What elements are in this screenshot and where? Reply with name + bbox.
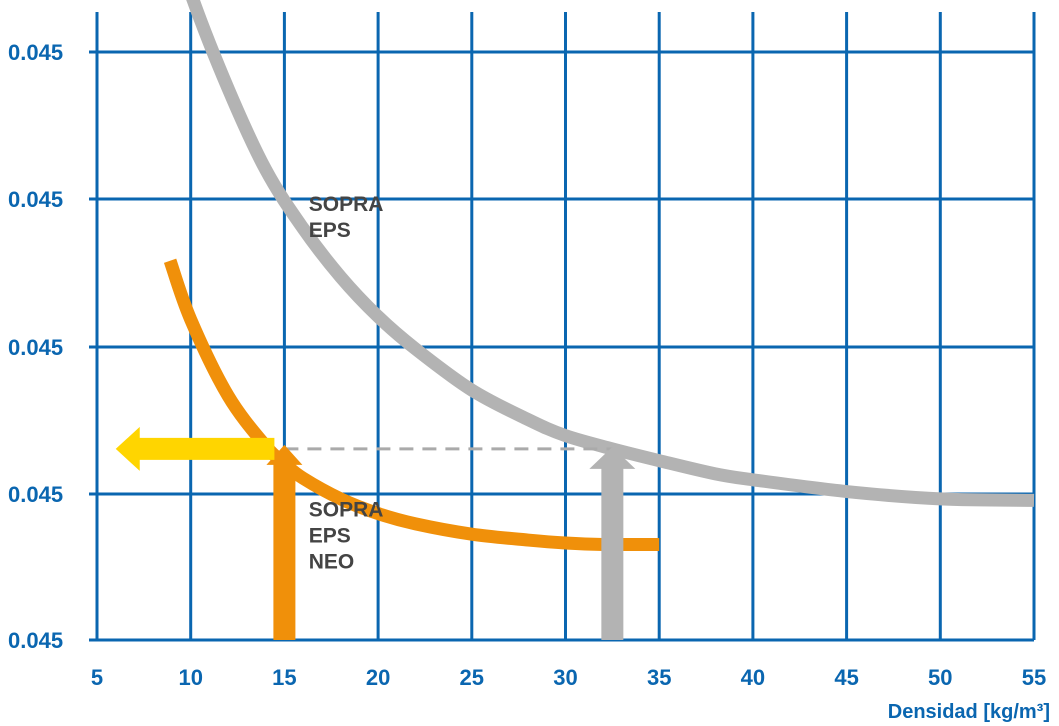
x-tick-label: 5 xyxy=(91,665,103,690)
x-tick-label: 30 xyxy=(553,665,577,690)
x-tick-label: 20 xyxy=(366,665,390,690)
y-tick-label: 0.045 xyxy=(8,335,63,360)
x-tick-label: 35 xyxy=(647,665,671,690)
series-label-line: EPS xyxy=(309,219,351,242)
y-tick-label: 0.045 xyxy=(8,628,63,653)
series-line-sopra-eps xyxy=(186,0,1035,507)
series-label-line: SOPRA xyxy=(309,499,384,522)
series-label-sopra-eps-neo: SOPRA EPS NEO xyxy=(309,499,384,574)
x-tick-label: 25 xyxy=(460,665,484,690)
series-label-sopra-eps: SOPRA EPS xyxy=(309,193,384,242)
y-axis-ticks: 0.045 0.045 0.045 0.045 0.045 xyxy=(8,40,63,653)
series-label-line: EPS xyxy=(309,525,351,548)
x-tick-label: 10 xyxy=(178,665,202,690)
y-tick-label: 0.045 xyxy=(8,40,63,65)
x-tick-label: 55 xyxy=(1022,665,1046,690)
y-tick-label: 0.045 xyxy=(8,482,63,507)
x-axis-ticks: 5 10 15 20 25 30 35 40 45 50 55 xyxy=(91,665,1046,690)
curves xyxy=(163,0,1035,552)
x-tick-label: 40 xyxy=(741,665,765,690)
x-tick-label: 45 xyxy=(834,665,858,690)
x-tick-label: 50 xyxy=(928,665,952,690)
annotations xyxy=(115,426,636,640)
series-line-sopra-eps-neo xyxy=(163,258,660,552)
yellow-arrow-left xyxy=(115,426,275,471)
series-label-line: NEO xyxy=(309,551,355,574)
x-tick-label: 15 xyxy=(272,665,296,690)
gray-arrow-up xyxy=(589,446,636,640)
series-label-line: SOPRA xyxy=(309,193,384,216)
x-axis-title: Densidad [kg/m³] xyxy=(888,701,1050,723)
series-labels: SOPRA EPS SOPRA EPS NEO xyxy=(309,193,384,574)
y-tick-label: 0.045 xyxy=(8,187,63,212)
orange-arrow-up xyxy=(266,444,303,640)
grid xyxy=(89,12,1036,642)
